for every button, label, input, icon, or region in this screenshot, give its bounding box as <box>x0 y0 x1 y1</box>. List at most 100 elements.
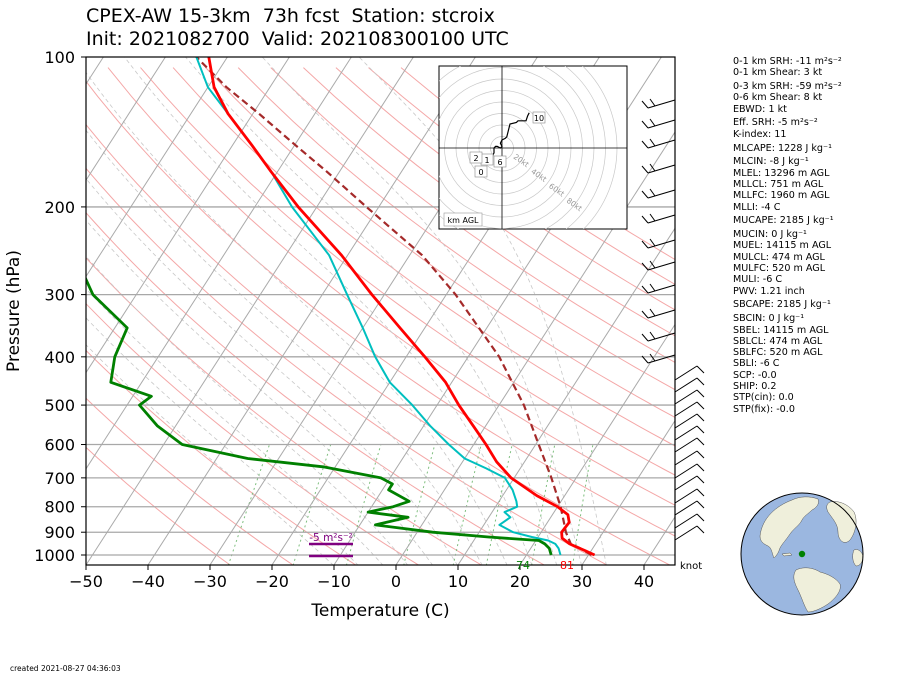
surface-dewpoint-label: 74 <box>516 559 530 572</box>
hodograph-frame <box>438 65 628 230</box>
dry-adiabat-line <box>335 67 675 311</box>
wind-barb-feather <box>696 500 705 509</box>
isotherm-line <box>519 323 675 565</box>
wind-barb-feather <box>696 475 705 484</box>
moist-adiabat-line <box>86 219 433 565</box>
x-tick-label: −30 <box>193 572 227 591</box>
wind-barb <box>674 365 698 381</box>
dry-adiabat-line <box>237 67 675 391</box>
hodograph-height-box <box>469 151 483 164</box>
mixing-ratio-line <box>345 444 382 565</box>
chart-title-line-1: CPEX-AW 15-3km 73h fcst Station: stcroix <box>86 5 495 27</box>
parameter-line: MLLFC: 1960 m AGL <box>733 190 830 202</box>
wind-barb-feather <box>641 165 649 174</box>
y-tick-label: 700 <box>44 469 75 488</box>
wind-barb-feather <box>641 240 649 249</box>
surface-temperature-label: 81 <box>560 559 574 572</box>
wind-barb <box>674 413 698 429</box>
wind-barb-feather <box>641 333 649 342</box>
wind-barb-feather <box>641 355 649 364</box>
y-tick-label: 1000 <box>34 546 75 565</box>
parameter-line: SHIP: 0.2 <box>733 381 777 393</box>
mixing-ratio-line <box>452 444 482 565</box>
moist-adiabat-line <box>261 57 582 565</box>
moist-adiabat-line <box>86 178 458 565</box>
parameter-line: 0-3 km SRH: -59 m²s⁻² <box>733 81 842 93</box>
parameter-line: MUCIN: 0 J kg⁻¹ <box>733 229 807 241</box>
wind-barb <box>674 425 698 441</box>
moist-adiabat-line <box>86 317 359 565</box>
wind-barb <box>674 389 698 405</box>
parameter-line: SBLFC: 520 m AGL <box>733 347 823 359</box>
parameter-line: K-index: 11 <box>733 128 787 140</box>
parameter-line: MUCAPE: 2185 J kg⁻¹ <box>733 215 834 227</box>
globe-land-south-america <box>793 567 841 613</box>
hodograph-legend-box <box>443 212 483 227</box>
parameter-line: 0-1 km SRH: -11 m²s⁻² <box>733 56 842 67</box>
wind-barb-feather <box>649 98 656 107</box>
wind-barb <box>674 401 698 417</box>
station-marker <box>798 550 806 558</box>
dry-adiabat-line <box>86 446 231 565</box>
wind-barb-feather <box>641 310 649 319</box>
y-tick-label: 800 <box>44 498 75 517</box>
parameter-line: MLCIN: -8 J kg⁻¹ <box>733 156 809 168</box>
wind-barb <box>647 354 676 364</box>
wind-barb <box>674 463 698 479</box>
parameter-line: STP(fix): -0.0 <box>733 403 795 415</box>
parameter-line: SBCIN: 0 J kg⁻¹ <box>733 313 805 325</box>
wind-barb-feather <box>696 437 705 446</box>
parameter-line: MLLI: -4 C <box>733 201 781 213</box>
wind-barbs <box>641 98 705 565</box>
hodograph-height-label: 10 <box>534 114 544 123</box>
isotherm-line <box>86 57 414 565</box>
y-tick-label: 900 <box>44 523 75 542</box>
parameter-line: SBEL: 14115 m AGL <box>733 324 829 336</box>
parameter-line: SCP: -0.0 <box>733 369 777 381</box>
dry-adiabat-line <box>205 67 675 418</box>
wind-barb <box>674 450 698 466</box>
x-tick-label: 30 <box>572 572 592 591</box>
x-tick-label: 0 <box>391 572 401 591</box>
y-axis-label: Pressure (hPa) <box>4 250 24 372</box>
wind-barb <box>647 261 676 271</box>
wind-barb-feather <box>696 450 705 459</box>
y-tick-label: 100 <box>44 48 75 67</box>
wind-barb-feather <box>696 377 705 386</box>
isotherm-line <box>86 57 352 470</box>
plot-frame <box>85 56 676 566</box>
parameter-table: 0-1 km SRH: -11 m²s⁻² 0-1 km Shear: 3 kt 0… <box>733 56 842 415</box>
moist-adiabat-line <box>185 57 558 565</box>
parameter-line: MULCL: 474 m AGL <box>733 251 825 263</box>
wind-barb <box>647 332 676 342</box>
dry-adiabat-line <box>86 167 608 565</box>
hodograph-height-box <box>532 111 546 124</box>
y-tick-label: 300 <box>44 286 75 305</box>
wind-barb-feather <box>649 118 656 127</box>
isotherm-line <box>86 57 228 278</box>
parameter-line: 0-1 km Shear: 3 kt <box>733 67 823 79</box>
parcel-profile-line <box>195 57 593 556</box>
x-tick-label: −50 <box>69 572 103 591</box>
wind-barb <box>647 239 676 249</box>
wind-barb <box>674 377 698 393</box>
wind-barb-feather <box>641 190 649 199</box>
dry-adiabat-line <box>303 67 675 337</box>
x-tick-label: 10 <box>448 572 468 591</box>
hodograph-height-label: 6 <box>497 158 502 167</box>
wind-barb-feather <box>641 215 649 224</box>
wind-barb-feather <box>696 413 705 422</box>
globe-outline <box>740 492 864 616</box>
parameter-line: MUEL: 14115 m AGL <box>733 240 832 252</box>
globe-land-caribbean <box>781 552 793 557</box>
hodograph-height-label: 1 <box>484 156 489 165</box>
wind-barb-feather <box>649 163 656 172</box>
wind-barb-feather <box>649 188 656 197</box>
wind-barb-feather <box>649 283 656 292</box>
wind-barb-feather <box>641 120 649 129</box>
parameter-line: SBLCL: 474 m AGL <box>733 335 823 347</box>
dry-adiabat-line <box>107 67 675 506</box>
isotherm-line <box>86 57 290 374</box>
x-tick-label: 20 <box>510 572 530 591</box>
